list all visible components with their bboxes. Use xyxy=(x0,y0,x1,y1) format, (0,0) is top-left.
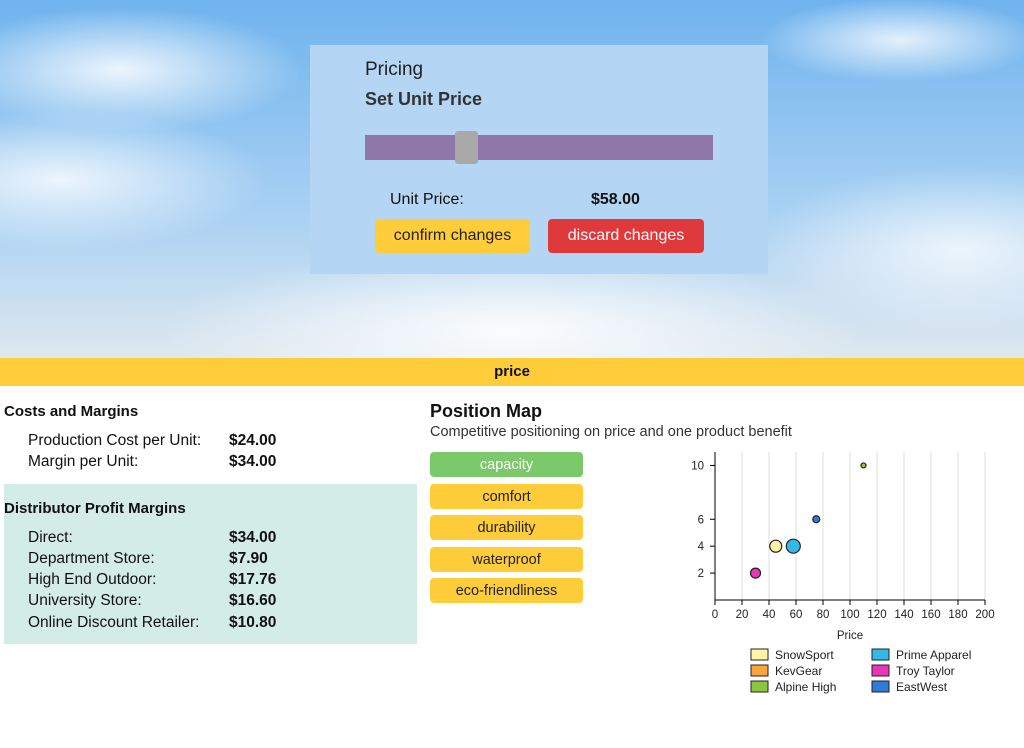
position-map-subtitle: Competitive positioning on price and one… xyxy=(430,424,792,440)
chart-x-tick-label: 140 xyxy=(894,609,913,621)
benefit-button-eco-friendliness[interactable]: eco-friendliness xyxy=(430,578,583,603)
distributor-value-department-store: $7.90 xyxy=(229,550,268,567)
chart-x-tick-label: 100 xyxy=(840,609,859,621)
legend-label: KevGear xyxy=(775,664,822,678)
chart-point xyxy=(860,462,867,469)
chart-y-tick-label: 10 xyxy=(691,460,704,472)
legend-swatch xyxy=(871,648,890,661)
distributor-value-direct: $34.00 xyxy=(229,529,277,546)
chart-x-tick-label: 180 xyxy=(948,609,967,621)
position-map-chart: 0 20 40 60 80 100 120 140 160 180 200 2 4 6 10 PriceSno… xyxy=(691,452,995,694)
discard-changes-button[interactable]: discard changes xyxy=(548,219,704,253)
costs-margins-title: Costs and Margins xyxy=(4,403,139,420)
production-cost-label: Production Cost per Unit: xyxy=(28,432,202,449)
chart-point xyxy=(749,567,762,579)
chart-y-tick-label: 6 xyxy=(698,514,704,526)
legend-label: Alpine High xyxy=(775,680,836,694)
legend-label: SnowSport xyxy=(775,648,834,662)
legend-swatch xyxy=(750,680,769,693)
chart-y-tick-label: 2 xyxy=(698,568,704,580)
chart-x-tick-label: 40 xyxy=(763,609,776,621)
distributor-label-department-store: Department Store: xyxy=(28,550,155,567)
pricing-title: Pricing xyxy=(365,59,424,80)
price-slider-track[interactable] xyxy=(365,131,713,164)
distributor-label-university-store: University Store: xyxy=(28,592,142,609)
legend-label: EastWest xyxy=(896,680,948,694)
confirm-changes-button[interactable]: confirm changes xyxy=(375,219,530,253)
distributor-label-online-discount: Online Discount Retailer: xyxy=(28,614,200,631)
margin-per-unit-value: $34.00 xyxy=(229,453,277,470)
chart-x-tick-label: 80 xyxy=(817,609,830,621)
chart-x-tick-label: 60 xyxy=(790,609,803,621)
chart-x-tick-label: 200 xyxy=(975,609,994,621)
pricing-panel: Pricing Set Unit Price Unit Price: $58.0… xyxy=(310,45,768,274)
chart-x-tick-label: 20 xyxy=(736,609,749,621)
chart-point xyxy=(785,538,801,554)
chart-point xyxy=(769,539,783,553)
chart-point xyxy=(812,515,821,524)
legend-swatch xyxy=(871,664,890,677)
unit-price-label: Unit Price: xyxy=(390,191,464,208)
chart-x-tick-label: 0 xyxy=(712,609,718,621)
legend-swatch xyxy=(871,680,890,693)
price-slider-thumb[interactable] xyxy=(454,131,478,164)
margin-per-unit-label: Margin per Unit: xyxy=(28,453,139,470)
benefit-button-durability[interactable]: durability xyxy=(430,515,583,540)
distributor-value-university-store: $16.60 xyxy=(229,592,277,609)
distributor-value-high-end-outdoor: $17.76 xyxy=(229,571,277,588)
section-title-bar: price xyxy=(0,358,1024,386)
production-cost-value: $24.00 xyxy=(229,432,277,449)
chart-x-tick-label: 160 xyxy=(921,609,940,621)
position-map-title: Position Map xyxy=(430,401,542,421)
distributor-margins-title: Distributor Profit Margins xyxy=(4,500,186,517)
chart-x-tick-label: 120 xyxy=(867,609,886,621)
benefit-button-capacity[interactable]: capacity xyxy=(430,452,583,477)
legend-swatch xyxy=(750,648,769,661)
distributor-label-high-end-outdoor: High End Outdoor: xyxy=(28,571,157,588)
distributor-label-direct: Direct: xyxy=(28,529,73,546)
benefit-button-waterproof[interactable]: waterproof xyxy=(430,547,583,572)
chart-y-tick-label: 4 xyxy=(698,541,705,553)
set-unit-price-heading: Set Unit Price xyxy=(365,89,483,109)
benefit-button-comfort[interactable]: comfort xyxy=(430,484,583,509)
distributor-value-online-discount: $10.80 xyxy=(229,614,277,631)
legend-label: Troy Taylor xyxy=(896,664,955,678)
distributor-margins-box xyxy=(4,484,417,644)
unit-price-value: $58.00 xyxy=(591,191,640,208)
legend-swatch xyxy=(750,664,769,677)
chart-x-axis-label: Price xyxy=(837,630,863,642)
legend-label: Prime Apparel xyxy=(896,648,971,662)
